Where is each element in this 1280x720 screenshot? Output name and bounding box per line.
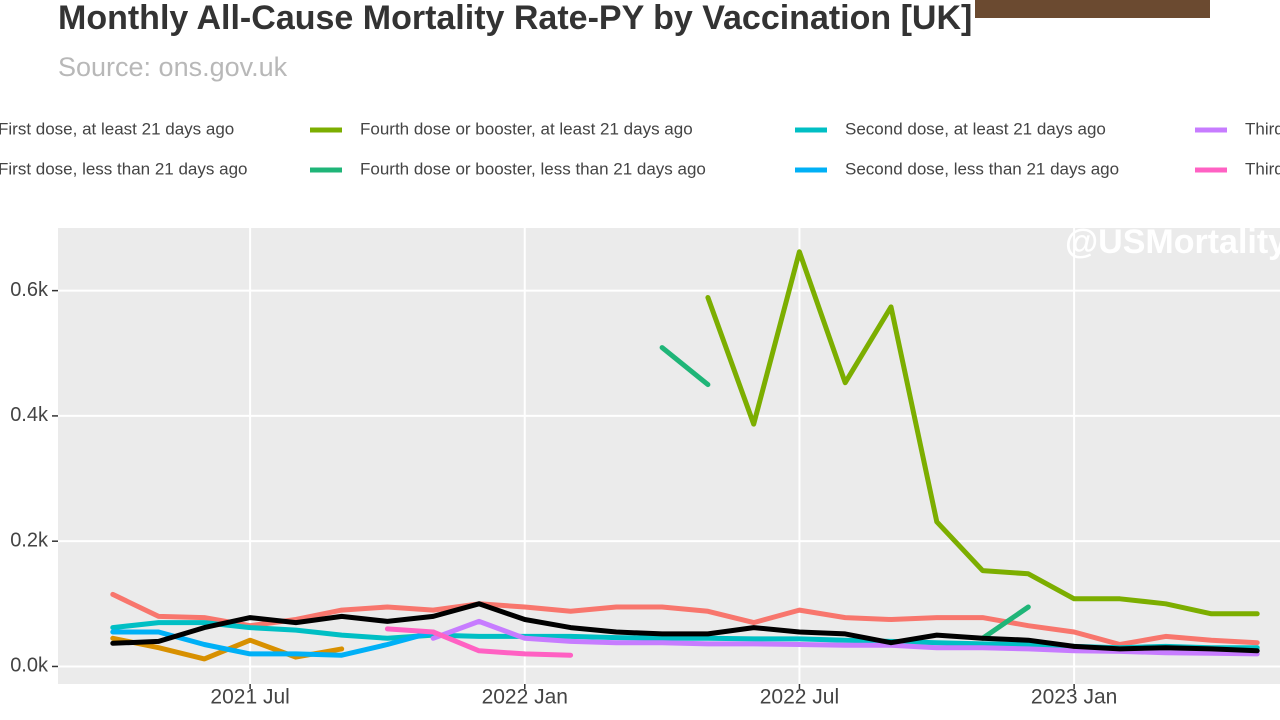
series-line <box>110 629 436 658</box>
legend-label: Fourth dose or booster, less than 21 day… <box>360 159 706 178</box>
series-line <box>384 626 574 658</box>
chart-title: Monthly All-Cause Mortality Rate-PY by V… <box>58 0 972 37</box>
axes: 0.0k 0.2k 0.4k 0.6k 2021 Jul 2022 Jan 2022 Jul… <box>10 279 1117 709</box>
chart-subtitle: Source: ons.gov.uk <box>58 52 288 82</box>
legend-label: Third dose or booster, at least 21 days … <box>1245 119 1280 138</box>
x-tick-label: 2021 Jul <box>210 686 289 709</box>
series-line <box>705 249 1260 617</box>
legend-label: Third dose or booster, less than 21 days… <box>1245 159 1280 178</box>
series-line <box>430 618 1260 657</box>
legend-label: Fourth dose or booster, at least 21 days… <box>360 119 693 138</box>
lines <box>110 249 1260 662</box>
y-tick-label: 0.0k <box>10 655 49 677</box>
grid <box>58 228 1280 684</box>
x-tick-label: 2023 Jan <box>1031 686 1117 709</box>
legend-label: Second dose, less than 21 days ago <box>845 159 1119 178</box>
y-tick-label: 0.2k <box>10 529 49 551</box>
x-tick-label: 2022 Jul <box>760 686 839 709</box>
legend-label: First dose, at least 21 days ago <box>0 119 234 138</box>
video-overlay <box>975 0 1210 18</box>
legend-label: Second dose, at least 21 days ago <box>845 119 1106 138</box>
legend-label: First dose, less than 21 days ago <box>0 159 247 178</box>
plot-background <box>58 228 1280 684</box>
series-line <box>110 591 1260 647</box>
x-tick-label: 2022 Jan <box>482 686 568 709</box>
series-line <box>110 601 1260 654</box>
legend: First dose, at least 21 days ago First do… <box>0 119 1280 178</box>
watermark: @USMortality <box>1065 223 1280 261</box>
y-tick-label: 0.6k <box>10 279 49 301</box>
y-tick-label: 0.4k <box>10 404 49 426</box>
series-line <box>659 345 1031 641</box>
